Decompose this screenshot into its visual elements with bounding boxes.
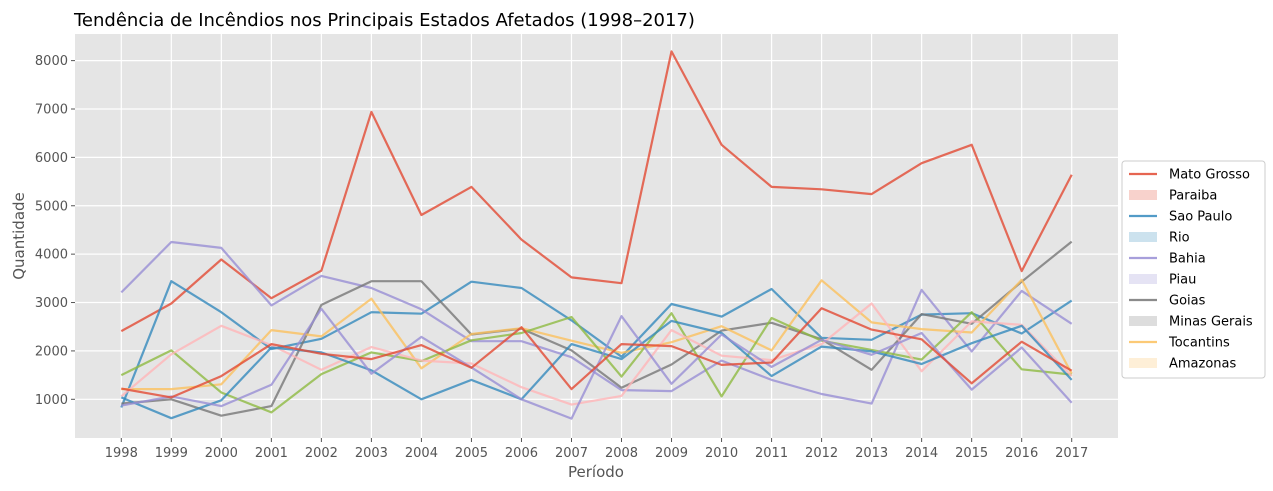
x-tick-label: 2014	[905, 446, 938, 461]
y-tick-labels: 1000 2000 3000 4000 5000 6000 7000 8000	[35, 54, 75, 408]
chart-title: Tendência de Incêndios nos Principais Es…	[73, 10, 695, 31]
y-tick-label: 6000	[35, 151, 68, 166]
series-line-blue-low	[120, 319, 1073, 420]
legend-label-rio: Rio	[1169, 231, 1190, 246]
x-tick-label: 2001	[255, 446, 288, 461]
x-tick-label: 2015	[955, 446, 988, 461]
x-tick-label: 2012	[805, 446, 838, 461]
y-tick-label: 3000	[35, 296, 68, 311]
series-line-minas-gerais-lime	[120, 311, 1072, 414]
legend-label-amazonas: Amazonas	[1169, 357, 1237, 372]
legend-swatch-piau	[1129, 274, 1157, 284]
series-line-red-low	[121, 307, 1073, 399]
legend-swatch-paraiba	[1129, 190, 1157, 200]
x-tick-label: 2002	[305, 446, 338, 461]
x-tick-label: 2005	[455, 446, 488, 461]
legend-label-paraiba: Paraiba	[1169, 189, 1217, 204]
x-tick-label: 2000	[205, 446, 238, 461]
legend-label-sao-paulo: Sao Paulo	[1169, 210, 1232, 225]
x-tick-label: 2007	[555, 446, 588, 461]
x-axis-label: Período	[568, 463, 624, 481]
legend-swatch-amazonas	[1129, 358, 1157, 368]
series-line-mato-grosso	[120, 50, 1073, 333]
legend-label-bahia: Bahia	[1169, 252, 1206, 267]
x-tick-label: 2009	[655, 446, 688, 461]
series-line-bahia	[120, 240, 1073, 405]
legend-label-tocantins: Tocantins	[1168, 336, 1230, 351]
x-tick-label: 2008	[605, 446, 638, 461]
y-tick-label: 7000	[35, 102, 68, 117]
y-tick-label: 5000	[35, 199, 68, 214]
x-tick-label: 2010	[705, 446, 738, 461]
x-tick-label: 2006	[505, 446, 538, 461]
y-axis-label: Quantidade	[10, 192, 28, 280]
x-tick-labels: 1998 1999 2000 2001 2002 2003 2004 2005 2006 2007…	[105, 438, 1088, 461]
legend-swatch-rio	[1129, 232, 1157, 242]
x-tick-label: 2011	[755, 446, 788, 461]
x-tick-label: 2003	[355, 446, 388, 461]
x-tick-label: 2013	[855, 446, 888, 461]
legend: Mato Grosso Paraiba Sao Paulo Rio Bahia Piau G…	[1121, 160, 1266, 379]
y-tick-label: 1000	[35, 393, 68, 408]
y-tick-label: 2000	[35, 344, 68, 359]
legend-label-mato-grosso: Mato Grosso	[1169, 168, 1250, 183]
x-tick-label: 2016	[1005, 446, 1038, 461]
x-tick-label: 2004	[405, 446, 438, 461]
legend-swatch-minas-gerais	[1129, 316, 1157, 326]
y-tick-label: 8000	[35, 54, 68, 69]
legend-label-piau: Piau	[1169, 273, 1196, 288]
x-tick-label: 1998	[105, 446, 138, 461]
series-lines	[120, 50, 1073, 420]
x-tick-label: 2017	[1055, 446, 1088, 461]
x-tick-label: 1999	[155, 446, 188, 461]
legend-label-minas-gerais: Minas Gerais	[1169, 315, 1253, 330]
legend-frame	[1121, 160, 1266, 379]
legend-label-goias: Goias	[1169, 294, 1206, 309]
y-tick-label: 4000	[35, 248, 68, 263]
